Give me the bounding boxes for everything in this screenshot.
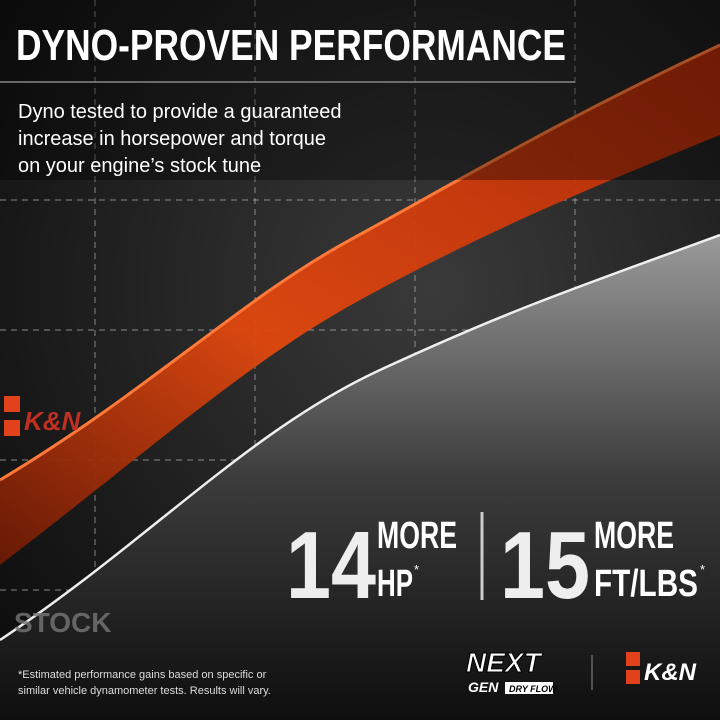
- stat-unit: HP: [377, 563, 413, 605]
- stock-curve: [0, 235, 720, 720]
- logo-block: [4, 420, 20, 436]
- subtitle: increase in horsepower and torque: [18, 128, 326, 150]
- dryflow: DRY FLOW: [509, 684, 558, 694]
- nextgen-top: NEXT: [466, 647, 544, 678]
- stat: 15 MORE FT/LBS *: [500, 512, 705, 619]
- stat-mark: *: [700, 562, 705, 577]
- subtitle: Dyno tested to provide a guaranteed: [18, 101, 342, 123]
- stock-label: STOCK: [14, 607, 112, 638]
- dryflow-box: [505, 682, 553, 694]
- stat-number: 15: [500, 512, 590, 619]
- nextgen-logo: NEXT GEN DRY FLOW: [466, 647, 559, 696]
- header-shade: [0, 0, 720, 180]
- stat-word: MORE: [594, 515, 674, 557]
- logo-block: [4, 396, 20, 412]
- stat-word: MORE: [377, 515, 457, 557]
- stat-unit: FT/LBS: [594, 563, 698, 605]
- brand-logo-bottom: K&N: [626, 652, 697, 686]
- title: DYNO-PROVEN PERFORMANCE: [16, 21, 566, 70]
- logo-block: [626, 670, 640, 684]
- stat: 14 MORE HP *: [286, 512, 457, 619]
- stat-number: 14: [286, 512, 376, 619]
- brand-logo: K&N: [24, 406, 82, 436]
- footnote: similar vehicle dynamometer tests. Resul…: [18, 685, 271, 697]
- tuned-curve: [0, 45, 720, 565]
- tuned-edge: [0, 43, 720, 482]
- footnote: *Estimated performance gains based on sp…: [18, 669, 267, 681]
- nextgen-bottom: GEN: [468, 679, 499, 695]
- logo-block: [626, 652, 640, 666]
- stat-mark: *: [414, 562, 419, 577]
- brand-logo: K&N: [644, 659, 697, 686]
- side-logo: K&N: [4, 396, 82, 436]
- stock-edge: [0, 233, 720, 642]
- subtitle: on your engine’s stock tune: [18, 155, 261, 177]
